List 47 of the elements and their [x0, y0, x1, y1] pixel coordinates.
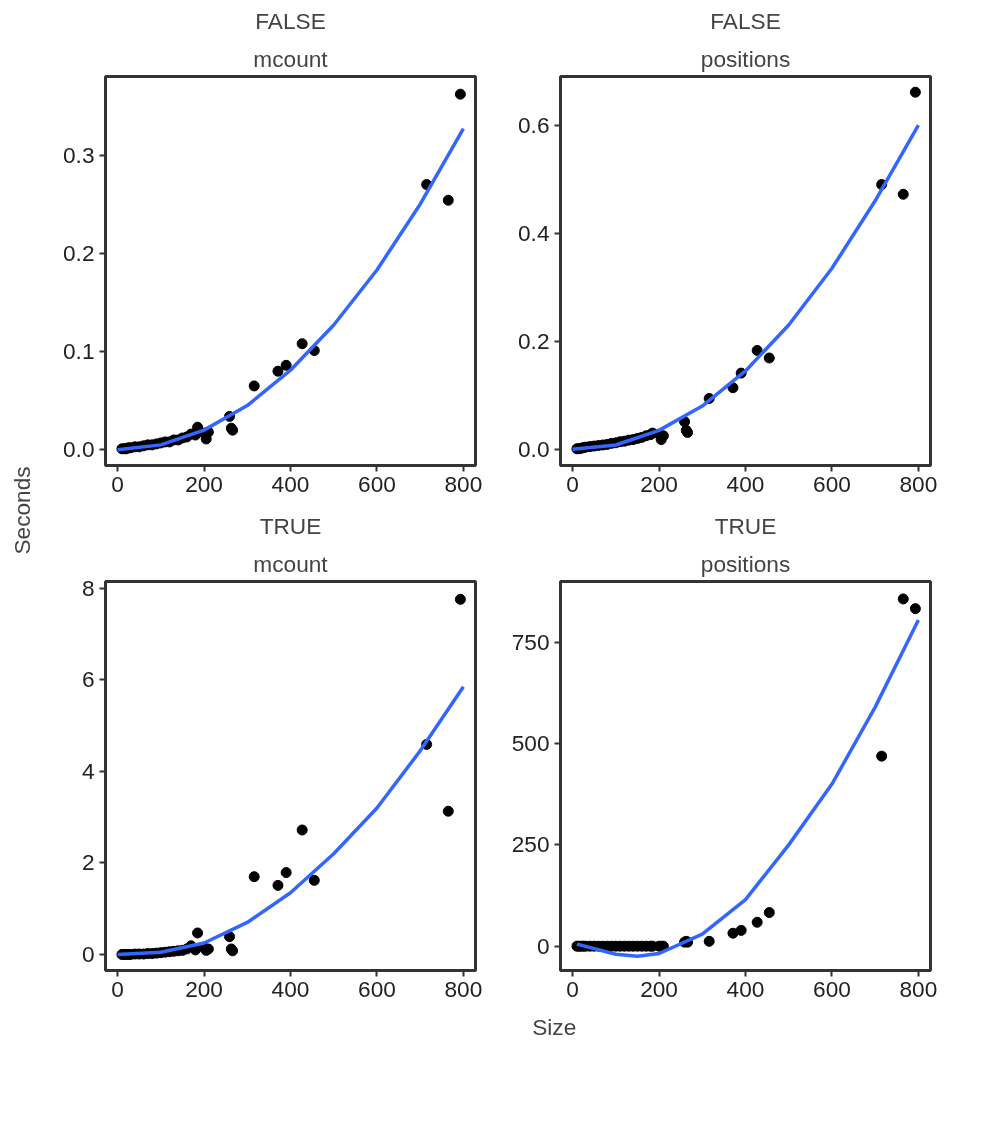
x-tick-label: 400	[726, 975, 765, 1002]
x-tick-label: 200	[640, 975, 678, 1002]
y-tick-label: 0.3	[63, 141, 95, 168]
y-tick-label: 4	[81, 757, 95, 784]
y-tick-label: 0	[536, 932, 550, 959]
x-tick-label: 200	[640, 470, 678, 497]
y-tick-label: 2	[81, 849, 95, 876]
x-tick-label: 400	[726, 470, 765, 497]
x-tick-label: 800	[444, 470, 483, 497]
chart-subtitle: mcount	[253, 550, 329, 577]
x-tick-label: 0	[111, 975, 124, 1002]
chart-subtitle: mcount	[253, 45, 329, 72]
x-tick-label: 400	[271, 470, 310, 497]
x-tick-label: 600	[358, 975, 396, 1002]
chart-title: FALSE	[710, 7, 781, 34]
y-tick-label: 0.0	[63, 436, 95, 463]
x-tick-label: 200	[185, 975, 223, 1002]
y-tick-label: 0.2	[518, 327, 550, 354]
x-tick-label: 200	[185, 470, 223, 497]
y-tick-label: 0.2	[63, 239, 95, 266]
x-tick-label: 0	[566, 975, 579, 1002]
y-tick-label: 0.1	[63, 338, 95, 365]
y-tick-label: 500	[511, 730, 550, 757]
x-tick-label: 800	[444, 975, 483, 1002]
y-tick-label: 250	[511, 831, 550, 858]
y-tick-label: 0.0	[518, 435, 550, 462]
x-tick-label: 600	[813, 975, 851, 1002]
x-tick-label: 400	[271, 975, 310, 1002]
chart-title: FALSE	[255, 7, 326, 34]
x-tick-label: 800	[899, 975, 938, 1002]
y-tick-label: 6	[81, 666, 95, 693]
y-tick-label: 750	[511, 628, 550, 655]
chart-title: TRUE	[259, 512, 322, 539]
x-tick-label: 0	[111, 470, 124, 497]
x-tick-label: 800	[899, 470, 938, 497]
y-tick-label: 8	[81, 574, 95, 601]
y-tick-label: 0.6	[518, 111, 550, 138]
x-tick-label: 600	[358, 470, 396, 497]
x-axis-title: Size	[532, 1013, 577, 1040]
x-tick-label: 600	[813, 470, 851, 497]
y-axis-title: Seconds	[8, 466, 35, 555]
y-tick-label: 0	[81, 940, 95, 967]
y-tick-label: 0.4	[518, 219, 550, 246]
chart-title: TRUE	[714, 512, 777, 539]
chart-subtitle: positions	[700, 45, 791, 72]
x-tick-label: 0	[566, 470, 579, 497]
chart-subtitle: positions	[700, 550, 791, 577]
